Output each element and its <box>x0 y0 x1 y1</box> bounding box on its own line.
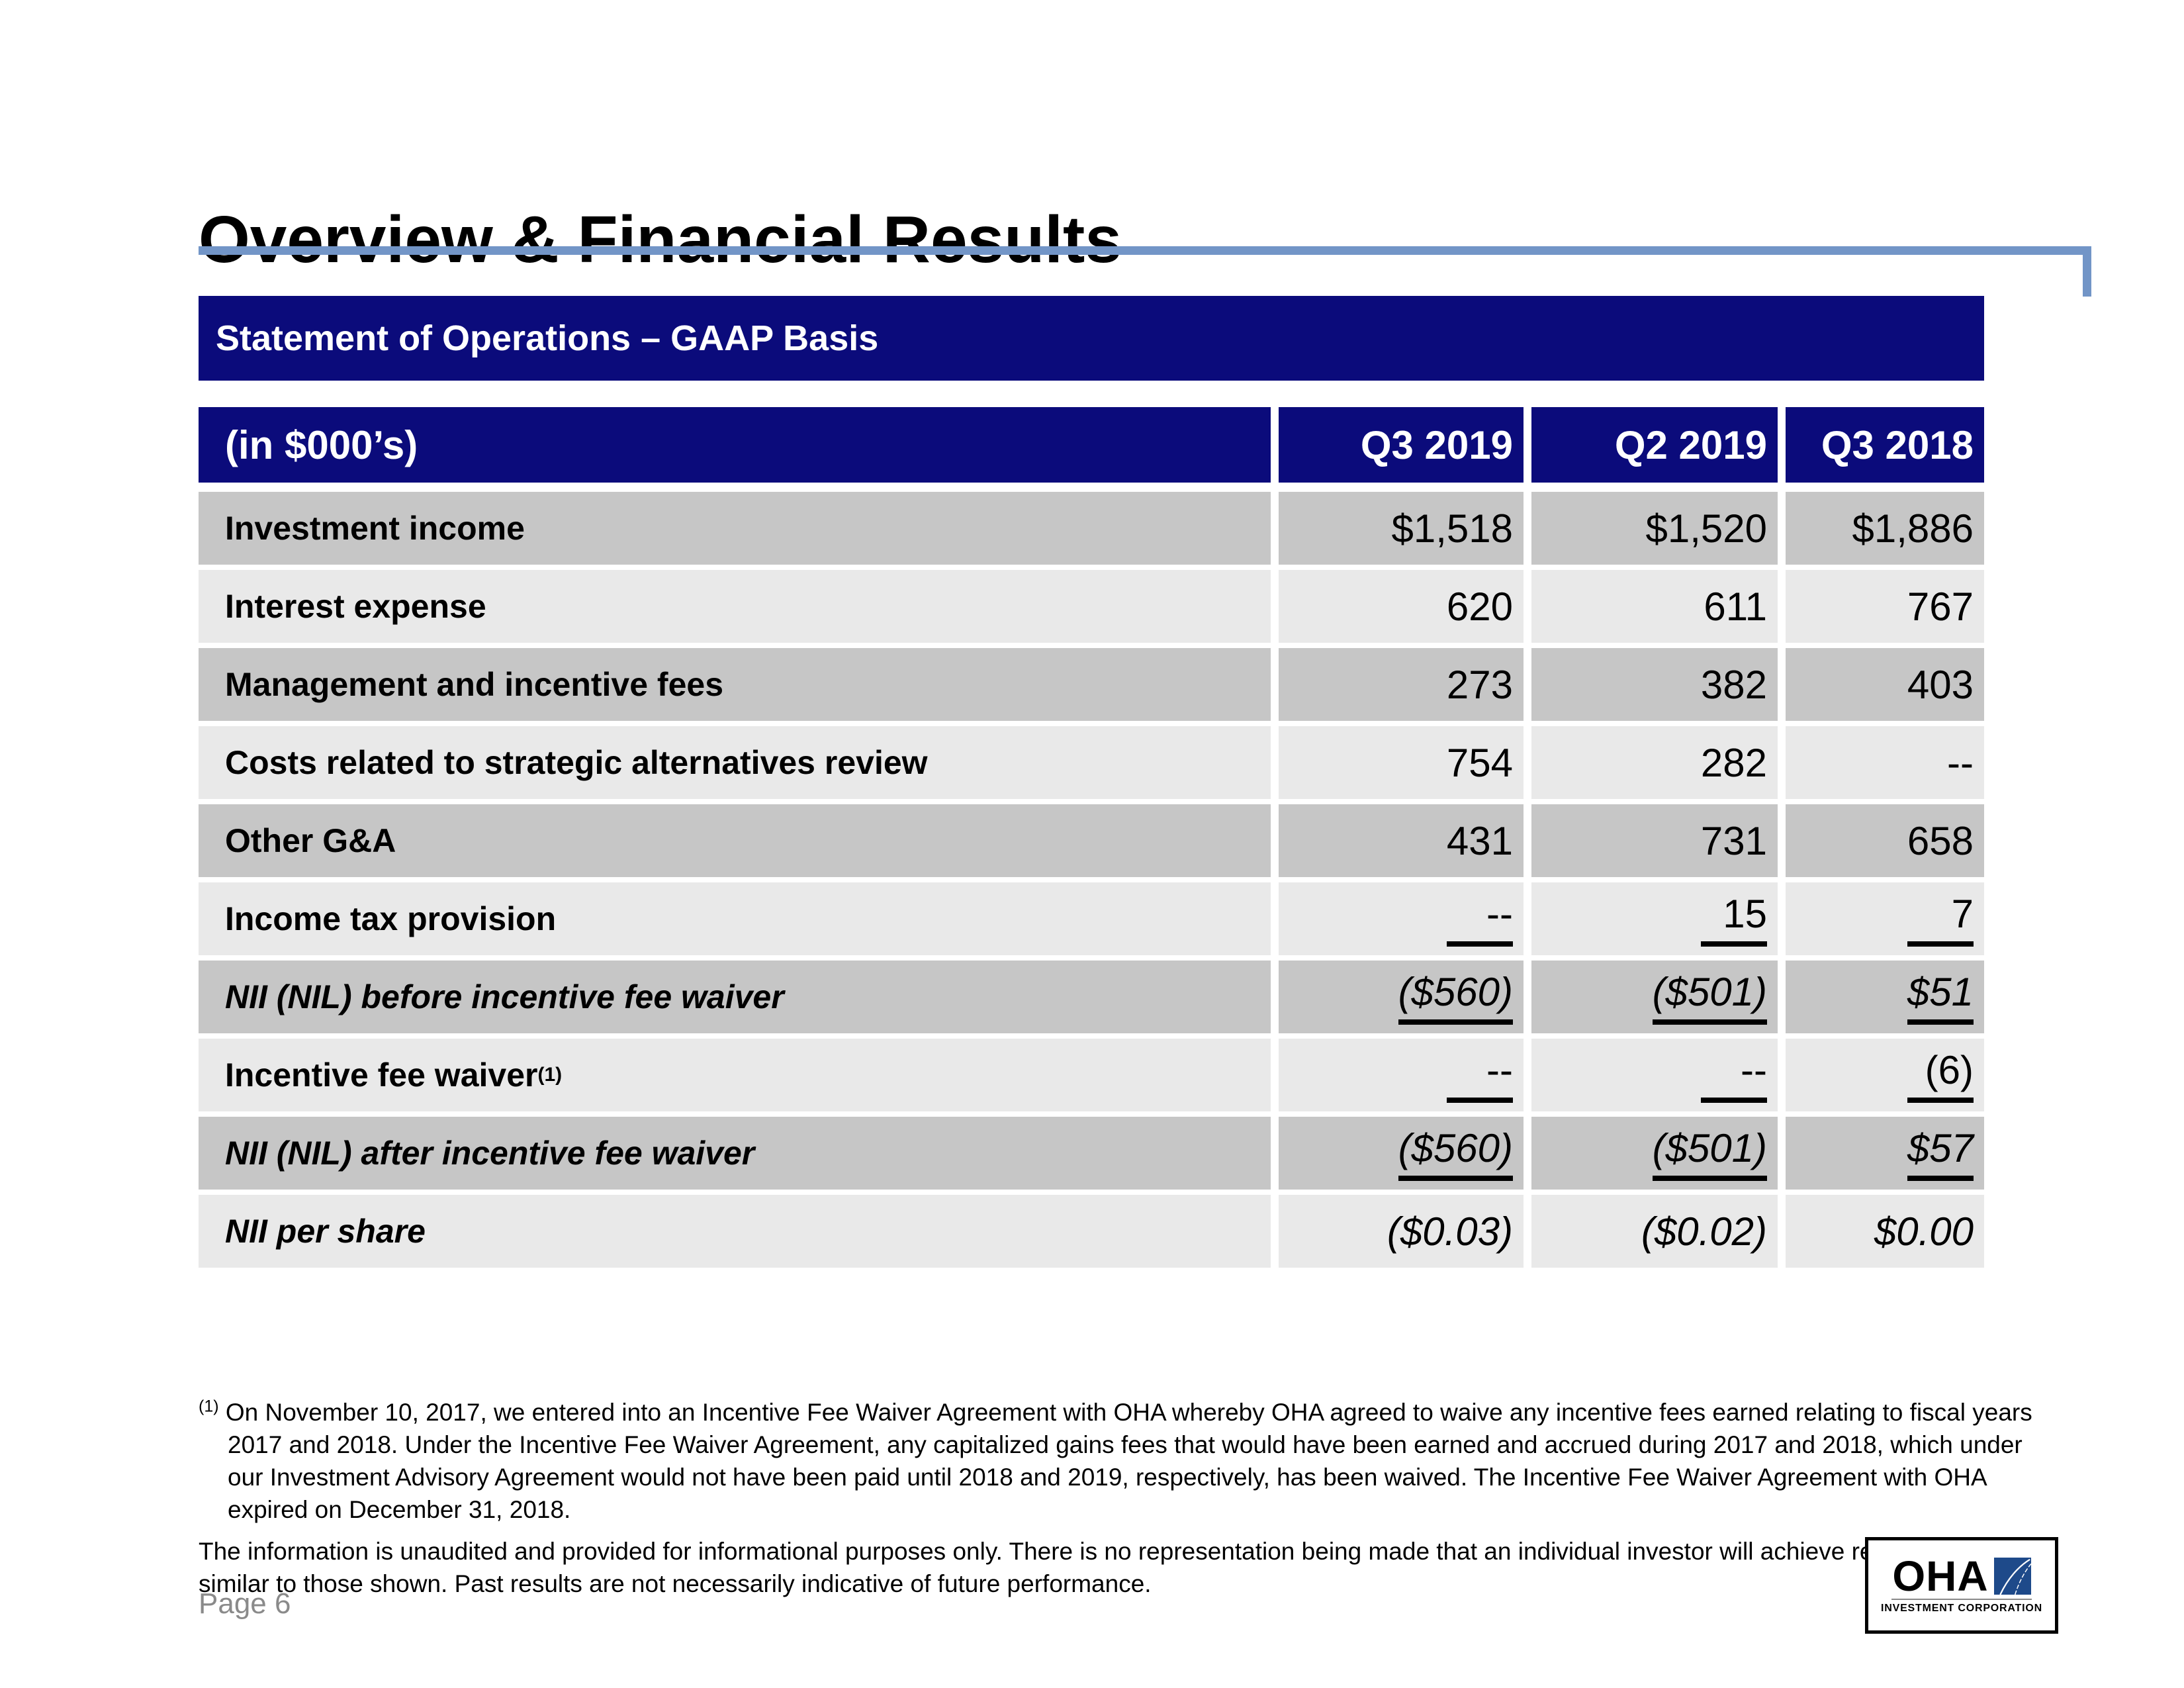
row-value-q3-2019: 431 <box>1279 804 1524 877</box>
table-row: Investment income $1,518 $1,520 $1,886 <box>199 492 1984 565</box>
row-value-q3-2019: $1,518 <box>1279 492 1524 565</box>
row-label: Other G&A <box>199 804 1271 877</box>
row-value-q3-2018: $57 <box>1786 1117 1984 1190</box>
oha-logo-wordmark: OHA <box>1892 1552 1989 1600</box>
oha-logo-swoosh-icon <box>1993 1557 2031 1595</box>
footnote-marker: (1) <box>199 1397 219 1416</box>
row-label: Income tax provision <box>199 882 1271 955</box>
table-row: NII per share ($0.03) ($0.02) $0.00 <box>199 1195 1984 1268</box>
row-value-q2-2019: -- <box>1531 1039 1778 1111</box>
row-label: Costs related to strategic alternatives … <box>199 726 1271 799</box>
table-header-units: (in $000’s) <box>199 407 1271 483</box>
row-value-q3-2018: $51 <box>1786 961 1984 1033</box>
row-value-q2-2019: $1,520 <box>1531 492 1778 565</box>
oha-logo-divider <box>1891 1598 2032 1600</box>
row-value-q3-2018: 658 <box>1786 804 1984 877</box>
footnote-text: On November 10, 2017, we entered into an… <box>225 1399 2032 1523</box>
table-row: Other G&A 431 731 658 <box>199 804 1984 877</box>
row-value-q2-2019: 282 <box>1531 726 1778 799</box>
row-value-q3-2019: 620 <box>1279 570 1524 643</box>
table-header-col-q3-2018: Q3 2018 <box>1786 407 1984 483</box>
row-value-q3-2018: $1,886 <box>1786 492 1984 565</box>
row-label: NII (NIL) before incentive fee waiver <box>199 961 1271 1033</box>
oha-logo-subtitle: INVESTMENT CORPORATION <box>1881 1602 2042 1614</box>
row-value-q3-2019: -- <box>1279 1039 1524 1111</box>
row-value-q3-2018: (6) <box>1786 1039 1984 1111</box>
section-banner-label: Statement of Operations – GAAP Basis <box>216 318 879 358</box>
row-label: Interest expense <box>199 570 1271 643</box>
table-row: Costs related to strategic alternatives … <box>199 726 1984 799</box>
row-value-q2-2019: 15 <box>1531 882 1778 955</box>
row-value-q3-2019: 754 <box>1279 726 1524 799</box>
table-row: Management and incentive fees 273 382 40… <box>199 648 1984 721</box>
row-value-q2-2019: ($501) <box>1531 961 1778 1033</box>
row-value-q3-2019: ($0.03) <box>1279 1195 1524 1268</box>
table-header-col-q3-2019: Q3 2019 <box>1279 407 1524 483</box>
row-value-q3-2018: 767 <box>1786 570 1984 643</box>
row-value-q3-2019: 273 <box>1279 648 1524 721</box>
table-row: NII (NIL) before incentive fee waiver ($… <box>199 961 1984 1033</box>
row-value-q3-2018: -- <box>1786 726 1984 799</box>
row-label: Investment income <box>199 492 1271 565</box>
row-label: NII per share <box>199 1195 1271 1268</box>
row-value-q3-2019: ($560) <box>1279 1117 1524 1190</box>
table-header-row: (in $000’s) Q3 2019 Q2 2019 Q3 2018 <box>199 407 1984 483</box>
row-label: NII (NIL) after incentive fee waiver <box>199 1117 1271 1190</box>
row-value-q2-2019: 731 <box>1531 804 1778 877</box>
row-value-q3-2018: 403 <box>1786 648 1984 721</box>
table-row: Income tax provision -- 15 7 <box>199 882 1984 955</box>
table-row: Incentive fee waiver (1) -- -- (6) <box>199 1039 1984 1111</box>
title-underline-bar <box>199 246 2091 255</box>
oha-logo-top: OHA <box>1892 1552 2031 1600</box>
row-value-q3-2018: 7 <box>1786 882 1984 955</box>
table-row: Interest expense 620 611 767 <box>199 570 1984 643</box>
row-value-q2-2019: 611 <box>1531 570 1778 643</box>
row-label: Incentive fee waiver (1) <box>199 1039 1271 1111</box>
table-header-col-q2-2019: Q2 2019 <box>1531 407 1778 483</box>
row-value-q2-2019: ($0.02) <box>1531 1195 1778 1268</box>
disclaimer-text: The information is unaudited and provide… <box>199 1538 1928 1597</box>
oha-logo: OHA INVESTMENT CORPORATION <box>1865 1537 2058 1634</box>
row-value-q3-2019: -- <box>1279 882 1524 955</box>
table-row: NII (NIL) after incentive fee waiver ($5… <box>199 1117 1984 1190</box>
row-label: Management and incentive fees <box>199 648 1271 721</box>
page-number: Page 6 <box>199 1587 291 1620</box>
table-body: Investment income $1,518 $1,520 $1,886 I… <box>199 492 1984 1268</box>
section-banner: Statement of Operations – GAAP Basis <box>199 296 1984 381</box>
title-underline-elbow <box>2083 246 2091 297</box>
row-value-q3-2019: ($560) <box>1279 961 1524 1033</box>
row-value-q2-2019: 382 <box>1531 648 1778 721</box>
row-value-q2-2019: ($501) <box>1531 1117 1778 1190</box>
footnote-1: (1) On November 10, 2017, we entered int… <box>199 1396 2061 1526</box>
statement-of-operations-table: (in $000’s) Q3 2019 Q2 2019 Q3 2018 Inve… <box>199 407 1984 1273</box>
page-title: Overview & Financial Results <box>199 203 1122 277</box>
row-value-q3-2018: $0.00 <box>1786 1195 1984 1268</box>
